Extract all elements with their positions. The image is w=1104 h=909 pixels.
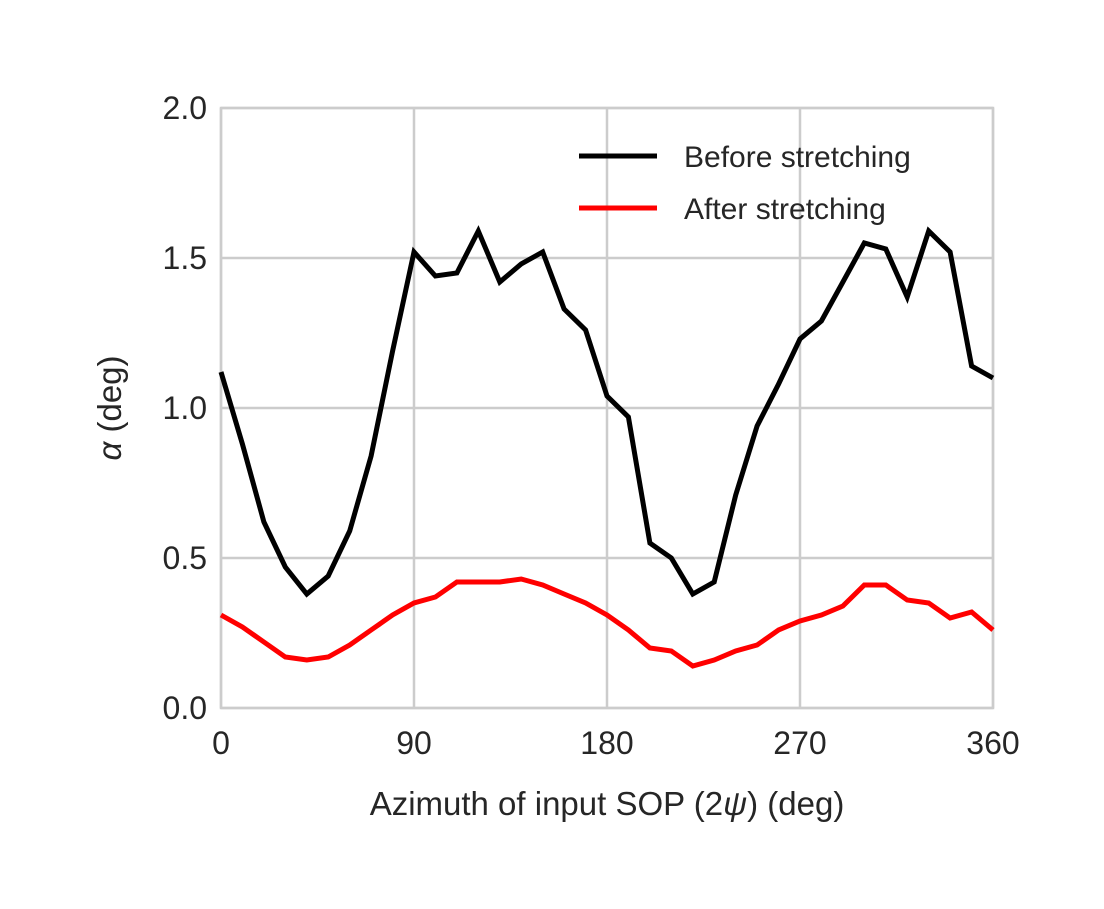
plot-frame bbox=[219, 106, 995, 710]
legend-label-after: After stretching bbox=[684, 193, 886, 226]
series-line-before bbox=[218, 225, 995, 598]
x-axis-label: Azimuth of input SOP (2ψ) (deg) bbox=[370, 785, 845, 822]
y-tick-label: 0.0 bbox=[163, 690, 207, 726]
y-tick-label: 1.5 bbox=[163, 240, 207, 276]
series-group bbox=[218, 225, 995, 669]
x-axis-label-part: ) (deg) bbox=[747, 785, 844, 822]
x-axis-label-symbol: ψ bbox=[723, 785, 747, 822]
y-tick-label: 0.5 bbox=[163, 540, 207, 576]
x-tick-label: 360 bbox=[966, 725, 1019, 761]
y-tick-label: 1.0 bbox=[163, 390, 207, 426]
legend-label-before: Before stretching bbox=[684, 141, 911, 174]
x-tick-label: 0 bbox=[212, 725, 230, 761]
x-tick-label: 90 bbox=[396, 725, 432, 761]
y-axis-label-part: (deg) bbox=[91, 355, 128, 441]
y-axis-label: α (deg) bbox=[91, 355, 128, 460]
tick-labels: 0 90 180 270 360 0.0 0.5 1.0 1.5 2.0 bbox=[163, 90, 1020, 761]
y-axis-label-symbol: α bbox=[91, 441, 128, 461]
legend: Before stretching After stretching bbox=[579, 141, 911, 226]
x-tick-label: 270 bbox=[773, 725, 826, 761]
x-axis-label-part: Azimuth of input SOP (2 bbox=[370, 785, 723, 822]
series-line-after bbox=[219, 576, 995, 669]
x-tick-label: 180 bbox=[580, 725, 633, 761]
y-tick-label: 2.0 bbox=[163, 90, 207, 126]
